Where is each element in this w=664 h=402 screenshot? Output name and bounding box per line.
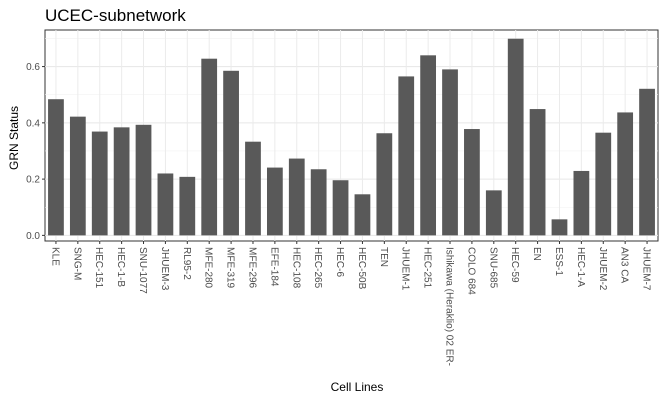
x-tick-label: HEC-1-A <box>575 247 586 287</box>
bar <box>529 109 546 236</box>
x-tick-label: MFE-319 <box>225 247 236 289</box>
x-tick-label: KLE <box>49 247 60 266</box>
bar <box>617 112 634 236</box>
bar <box>135 124 152 236</box>
x-tick-label: ESS-1 <box>553 247 564 276</box>
x-tick-label: Ishikawa (Heraklio) 02 ER- <box>444 247 455 366</box>
bar <box>573 170 590 236</box>
x-tick-label: EN <box>531 247 542 261</box>
bar <box>376 133 393 236</box>
x-tick-label: HEC-1-B <box>115 247 126 287</box>
x-tick-label: TEN <box>378 247 389 267</box>
x-tick-label: MFE-296 <box>246 247 257 289</box>
y-tick-label: 0.4 <box>26 118 40 129</box>
x-tick-label: RL95-2 <box>181 247 192 280</box>
x-tick-label: HEC-151 <box>93 247 104 289</box>
bar <box>507 38 524 236</box>
x-tick-label: HEC-59 <box>509 247 520 283</box>
bar <box>551 219 568 236</box>
x-tick-label: HEC-50B <box>356 247 367 290</box>
y-tick-label: 0.2 <box>26 175 40 186</box>
x-tick-label: HEC-6 <box>334 247 345 277</box>
bar <box>595 132 612 236</box>
y-axis-ticks: 0.0 0.2 0.4 0.6 <box>26 62 45 242</box>
bar <box>398 76 415 236</box>
x-tick-label: JHUEM-7 <box>641 247 652 291</box>
bar <box>639 88 655 236</box>
x-tick-label: JHUEM-2 <box>597 247 608 291</box>
bar <box>157 173 174 236</box>
bar <box>245 141 261 236</box>
y-tick-label: 0.0 <box>26 231 40 242</box>
x-tick-label: HEC-108 <box>290 247 301 289</box>
bar <box>223 70 239 236</box>
bar <box>442 69 458 236</box>
bar <box>266 167 283 236</box>
x-axis-title: Cell Lines <box>331 380 384 394</box>
bar <box>310 169 327 236</box>
x-tick-label: JHUEM-1 <box>400 247 411 291</box>
x-tick-label: EFE-184 <box>268 247 279 287</box>
y-tick-label: 0.6 <box>26 62 40 73</box>
bar <box>91 131 108 236</box>
bars-group <box>48 38 655 236</box>
x-tick-label: JHUEM-3 <box>159 247 170 291</box>
bar <box>48 99 64 236</box>
x-tick-label: HEC-265 <box>312 247 323 289</box>
bar <box>201 58 218 236</box>
x-tick-label: SNU-685 <box>487 247 498 289</box>
x-tick-label: HEC-251 <box>422 247 433 289</box>
x-tick-label: SNG-M <box>71 247 82 280</box>
bar <box>485 190 502 236</box>
y-axis-title: GRN Status <box>7 106 21 170</box>
bar <box>69 116 86 236</box>
bar <box>420 55 437 236</box>
bar <box>354 194 371 236</box>
x-axis-ticks: KLE SNG-M HEC-151 HEC-1-B SNU-1077 JHUEM-3 RL9… <box>49 241 652 366</box>
bar <box>113 127 130 236</box>
bar <box>179 176 196 236</box>
bar <box>332 180 349 236</box>
chart-title: UCEC-subnetwork <box>45 6 186 25</box>
bar <box>464 129 480 236</box>
x-tick-label: COLO 684 <box>465 247 476 295</box>
bar <box>288 158 305 236</box>
x-tick-label: MFE-280 <box>203 247 214 289</box>
x-tick-label: AN3 CA <box>619 247 630 283</box>
x-tick-label: SNU-1077 <box>137 247 148 294</box>
